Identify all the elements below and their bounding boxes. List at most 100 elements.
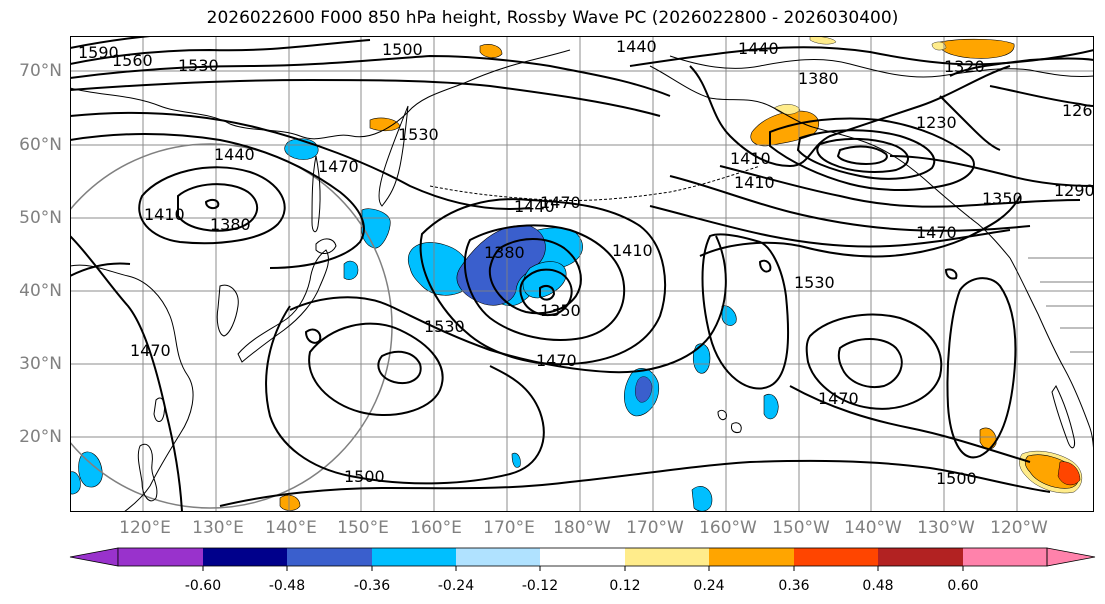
contour-label: 1410 <box>144 205 185 224</box>
contour-1530-central <box>701 233 790 390</box>
colorbar-tick-labels: -0.60 -0.48 -0.36 -0.24 -0.12 0.12 0.24 … <box>185 578 979 594</box>
contour-1440-ring <box>419 198 666 366</box>
contour-label: 1260 <box>1062 101 1094 120</box>
coast-hawaii <box>717 409 742 433</box>
colorbar-tick-label: -0.60 <box>185 578 221 594</box>
contour-label: 1500 <box>344 467 385 486</box>
contour-1500-west <box>265 305 545 485</box>
coast-kamchatka <box>378 105 409 207</box>
lon-label-160w: 160°W <box>699 518 757 538</box>
contour-label: 1470 <box>818 389 859 408</box>
coast-alaska-north <box>669 55 1094 78</box>
contour-1470-high-east <box>805 313 943 410</box>
colorbar-tick-label: -0.24 <box>438 578 474 594</box>
contour-label: 1530 <box>178 56 219 75</box>
contour-1380-east <box>689 65 1011 168</box>
contour-1380-ring <box>488 238 582 315</box>
contour-label: 1500 <box>382 40 423 59</box>
colorbar-segment <box>794 548 878 566</box>
colorbar-tick-label: 0.48 <box>862 578 893 594</box>
colorbar-tick-label: -0.12 <box>522 578 558 594</box>
contour-label: 1230 <box>916 113 957 132</box>
contour-1350-ring <box>519 268 573 316</box>
colorbar-extend-min <box>69 547 119 567</box>
lon-label-170e: 170°E <box>483 518 535 538</box>
colorbar-tick-label: -0.48 <box>269 578 305 594</box>
contour-1470-asia <box>70 111 531 211</box>
colorbar-segment <box>372 548 456 566</box>
contour-1470-east-high <box>946 277 1017 459</box>
lon-label-150w: 150°W <box>772 518 830 538</box>
contour-1260 <box>989 85 1094 107</box>
lon-label-170w: 170°W <box>626 518 684 538</box>
contour-label: 1350 <box>540 301 581 320</box>
contour-label: 1320 <box>944 57 985 76</box>
contour-small-high-3 <box>944 268 958 280</box>
lat-label-70n: 70°N <box>19 61 62 81</box>
state-borders <box>1028 257 1094 353</box>
contour-label: 1410 <box>612 241 653 260</box>
colorbar-ticks <box>202 566 964 571</box>
contour-1440-asia <box>70 133 365 269</box>
contour-label: 1560 <box>112 51 153 70</box>
contour-1410-west <box>70 262 131 277</box>
lon-label-140w: 140°W <box>844 518 902 538</box>
contour-1470-south <box>219 459 1051 507</box>
positive-anomaly-east-small <box>979 427 997 450</box>
contour-1470-west <box>70 235 183 512</box>
lat-label-40n: 40°N <box>19 281 62 301</box>
negative-anomaly-kamchatka <box>284 138 319 160</box>
positive-anomaly-arctic-light <box>931 41 947 51</box>
negative-anomaly-hawaii <box>692 343 711 374</box>
contour-gulf-3 <box>816 137 909 173</box>
colorbar-segment <box>709 548 794 566</box>
anomaly-shading <box>70 36 1082 512</box>
lon-label-180w: 180°W <box>553 518 611 538</box>
lon-label-130e: 130°E <box>192 518 244 538</box>
contour-1530-south-east <box>789 385 1031 463</box>
height-contours <box>70 36 1094 512</box>
contour-label: 1440 <box>738 39 779 58</box>
map-panel: 1590 1560 1530 1500 1440 1440 1380 1320 … <box>70 36 1094 512</box>
contour-label: 1380 <box>210 215 251 234</box>
lon-label-130w: 130°W <box>917 518 975 538</box>
coast-korea <box>216 284 239 337</box>
contour-1230 <box>939 95 1001 151</box>
contour-small-high-2 <box>758 259 772 273</box>
lon-label-140e: 140°E <box>265 518 317 538</box>
graticule <box>70 36 1094 512</box>
coast-aleutians <box>429 165 761 202</box>
negative-anomaly-hawaii-east <box>763 393 779 420</box>
contour-1500-high <box>308 322 444 416</box>
contour-1500-high-east <box>837 338 903 388</box>
contour-1500-north <box>70 78 661 117</box>
contour-small-high-1 <box>304 328 322 344</box>
coast-japan <box>237 249 329 363</box>
lat-label-50n: 50°N <box>19 208 62 228</box>
contour-label: 1530 <box>794 273 835 292</box>
lat-label-30n: 30°N <box>19 354 62 374</box>
map-canvas: 1590 1560 1530 1500 1440 1440 1380 1320 … <box>70 36 1094 512</box>
contour-gulf-2 <box>796 129 936 180</box>
colorbar-extend-max <box>1046 547 1096 567</box>
negative-anomaly-philippines <box>78 451 103 488</box>
negative-anomaly-small-2 <box>70 471 81 495</box>
lon-label-160e: 160°E <box>410 518 462 538</box>
negative-anomaly-japan-sea <box>361 208 391 249</box>
lat-label-60n: 60°N <box>19 135 62 155</box>
contour-1410-ring <box>463 224 626 341</box>
coast-philippines <box>137 443 158 502</box>
colorbar-tick-label: -0.36 <box>354 578 390 594</box>
contour-label: 1590 <box>78 43 119 62</box>
coast-alaska <box>649 65 1011 259</box>
range-circle <box>70 143 393 509</box>
contour-1530-north <box>70 54 671 97</box>
colorbar-tick-label: 0.12 <box>609 578 640 594</box>
coast-east-asia <box>70 49 571 140</box>
contour-label: 1530 <box>398 125 439 144</box>
colorbar-tick-label: 0.36 <box>778 578 809 594</box>
contour-1470-east-line <box>649 205 1011 248</box>
contour-label: 1290 <box>1054 181 1094 200</box>
contour-low-center <box>204 198 220 210</box>
contour-label: 1470 <box>916 223 957 242</box>
